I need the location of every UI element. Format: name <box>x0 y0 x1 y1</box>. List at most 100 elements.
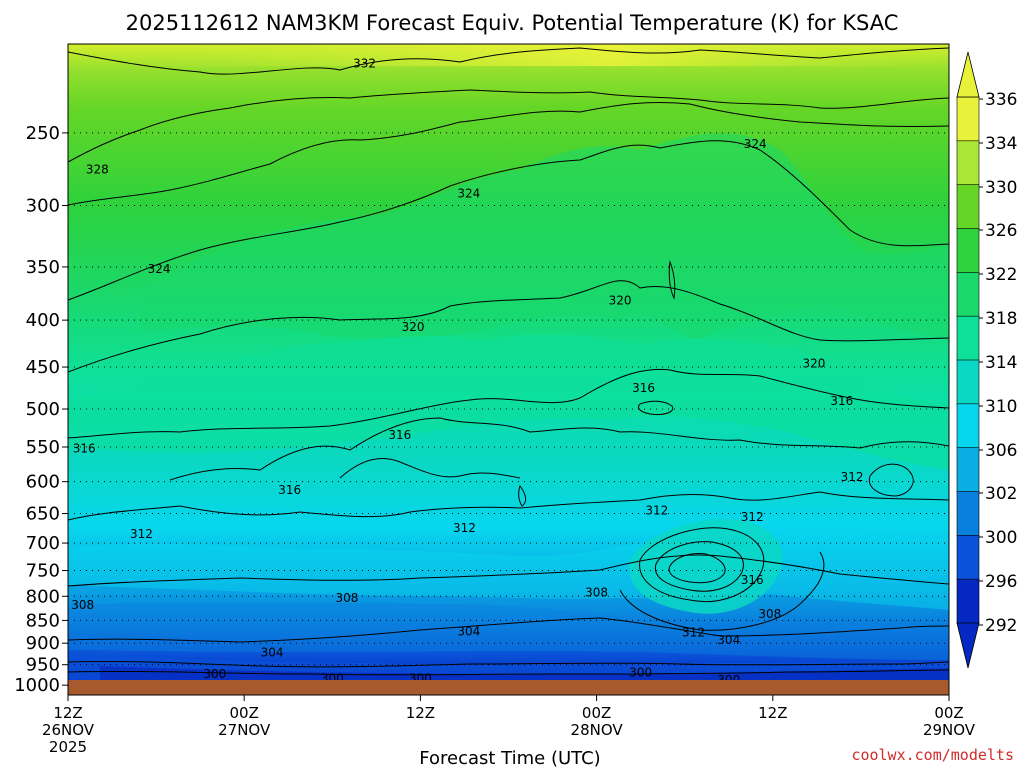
contour-label: 304 <box>717 633 740 647</box>
colorbar-label-314: 314 <box>985 353 1017 373</box>
y-tick-label-950: 950 <box>26 655 60 676</box>
contour-oval-r <box>868 463 914 497</box>
contour-label: 312 <box>453 521 476 535</box>
contour-300-b <box>68 669 949 676</box>
chart-title: 2025112612 NAM3KM Forecast Equiv. Potent… <box>126 11 899 35</box>
colorbar-label-296: 296 <box>985 572 1017 592</box>
contour-label: 312 <box>130 527 153 541</box>
contour-label: 328 <box>86 162 109 176</box>
region-314-bubble <box>629 519 783 614</box>
contour-300-a <box>68 660 949 668</box>
contour-324-a <box>68 101 949 206</box>
contour-label: 316 <box>278 483 301 497</box>
contour-label: 308 <box>336 591 359 605</box>
contour-label: 304 <box>457 625 480 639</box>
y-tick-label-400: 400 <box>26 310 60 331</box>
plot-area: 332 328 324 324 324 320 320 320 316 316 316 316 316 3… <box>68 44 949 687</box>
colorbar-label-326: 326 <box>985 221 1017 241</box>
colorbar-bin-306-310 <box>956 403 980 449</box>
contour-label: 320 <box>802 356 825 370</box>
contour-labels: 332 328 324 324 324 320 320 320 316 316 316 316 316 3… <box>71 56 864 687</box>
y-tick-label-900: 900 <box>26 633 60 654</box>
region-322-bulge <box>140 133 949 340</box>
contour-label: 300 <box>629 666 652 680</box>
contour-328 <box>68 89 949 163</box>
contour-312-a <box>68 491 949 521</box>
contour-label: 308 <box>758 607 781 621</box>
colorbar-bin-318-322 <box>956 272 980 317</box>
x-tick-label-0-line2: 26NOV <box>42 721 95 739</box>
contour-bubble-2 <box>654 541 744 592</box>
contour-308 <box>68 554 949 587</box>
contour-label: 308 <box>585 585 608 599</box>
x-tick-label-4-line1: 12Z <box>758 704 787 722</box>
colorbar: 336 334 330 326 322 318 314 310 306 302 300 296 292 <box>956 51 1017 669</box>
x-tick-label-0-line1: 12Z <box>53 704 82 722</box>
y-tick-label-650: 650 <box>26 504 60 525</box>
contour-label: 312 <box>645 503 668 517</box>
x-tick-label-0-line3: 2025 <box>49 738 87 756</box>
y-tick-label-450: 450 <box>26 357 60 378</box>
x-axis-label: Forecast Time (UTC) <box>419 748 600 768</box>
contour-label: 316 <box>388 428 411 442</box>
contour-label: 312 <box>741 510 764 524</box>
contour-bubble-3 <box>668 553 726 584</box>
x-tick-label-5-line1: 00Z <box>934 704 963 722</box>
contour-label: 308 <box>71 598 94 612</box>
contour-label: 312 <box>841 470 864 484</box>
contour-label: 316 <box>632 381 655 395</box>
contour-316-b <box>169 417 949 481</box>
colorbar-label-322: 322 <box>985 265 1017 285</box>
colorbar-bin-310-314 <box>956 359 980 405</box>
contour-312-b <box>339 458 521 479</box>
x-tick-label-1-line2: 27NOV <box>218 721 271 739</box>
y-tick-label-500: 500 <box>26 399 60 420</box>
y-tick-label-800: 800 <box>26 586 60 607</box>
contour-320 <box>68 280 949 373</box>
y-tick-label-250: 250 <box>26 123 60 144</box>
plot-border <box>67 43 950 696</box>
region-302-band <box>68 602 949 660</box>
contour-label: 300 <box>717 673 740 687</box>
contour-label: 324 <box>148 262 171 276</box>
y-tick-label-1000: 1000 <box>14 675 60 696</box>
contour-bubble-4 <box>619 551 825 631</box>
ground-strip <box>68 680 949 695</box>
contour-label: 300 <box>321 671 344 685</box>
x-tick-label-3-line1: 00Z <box>582 704 611 722</box>
y-tick-label-850: 850 <box>26 610 60 631</box>
contour-label: 316 <box>73 441 96 455</box>
contour-bubble-1 <box>639 527 765 602</box>
contour-label: 312 <box>682 625 705 639</box>
contour-label: 320 <box>609 294 632 308</box>
contour-324-b <box>68 140 949 301</box>
contour-label: 324 <box>457 186 480 200</box>
colorbar-label-300: 300 <box>985 528 1017 548</box>
colorbar-bin-290-294 <box>956 578 980 624</box>
colorbar-top-arrow <box>956 51 980 98</box>
contour-label: 332 <box>353 56 376 70</box>
contour-label: 300 <box>409 671 432 685</box>
colorbar-bin-322-326 <box>956 228 980 274</box>
colorbar-bin-302-306 <box>956 447 980 493</box>
x-tick-label-5-line2: 29NOV <box>923 721 976 739</box>
contour-lines <box>68 47 949 676</box>
x-tick-label-3-line2: 28NOV <box>571 721 624 739</box>
y-tick-label-350: 350 <box>26 257 60 278</box>
contour-spike-1 <box>668 260 676 300</box>
colorbar-bin-334-338 <box>956 96 980 142</box>
contour-label: 316 <box>741 573 764 587</box>
y-tick-label-600: 600 <box>26 472 60 493</box>
colorbar-bin-330-334 <box>956 140 980 186</box>
colorbar-bottom-arrow <box>956 622 980 669</box>
colorbar-label-336: 336 <box>985 90 1017 110</box>
x-tick-label-1-line1: 00Z <box>230 704 259 722</box>
contour-oval-small <box>637 400 674 415</box>
colorbar-label-302: 302 <box>985 484 1017 504</box>
contour-label: 324 <box>744 137 767 151</box>
colorbar-label-330: 330 <box>985 178 1017 198</box>
region-292-band <box>100 666 949 680</box>
contour-label: 304 <box>261 645 284 659</box>
colorbar-bin-298-302 <box>956 491 980 537</box>
